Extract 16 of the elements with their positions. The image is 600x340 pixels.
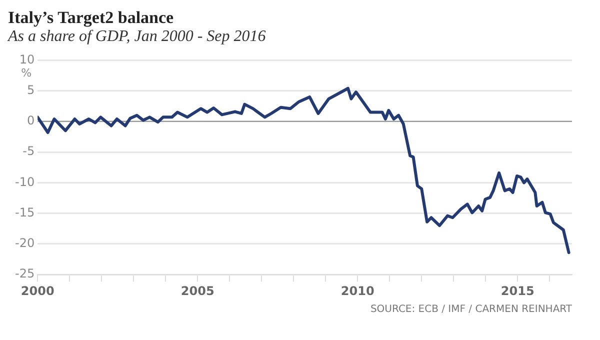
y-axis-title: % <box>21 66 32 80</box>
y-tick-label: 5 <box>26 82 35 97</box>
x-tick-label: 2000 <box>20 284 54 298</box>
x-tick-label: 2005 <box>180 284 214 298</box>
x-tick-label: 2015 <box>500 284 534 298</box>
y-tick-label: 10 <box>19 52 35 66</box>
chart-title: Italy’s Target2 balance <box>8 8 175 28</box>
source-note: SOURCE: ECB / IMF / CARMEN REINHART <box>369 304 573 315</box>
y-tick-label: -5 <box>22 144 35 158</box>
y-tick-label: 0 <box>26 114 35 128</box>
y-tick-label: -10 <box>14 174 35 189</box>
y-tick-label: -20 <box>14 236 35 250</box>
chart-subtitle: As a share of GDP, Jan 2000 - Sep 2016 <box>8 28 267 46</box>
x-tick-label: 2010 <box>340 284 374 298</box>
y-tick-label: -15 <box>14 205 35 220</box>
y-tick-label: -25 <box>14 266 35 281</box>
